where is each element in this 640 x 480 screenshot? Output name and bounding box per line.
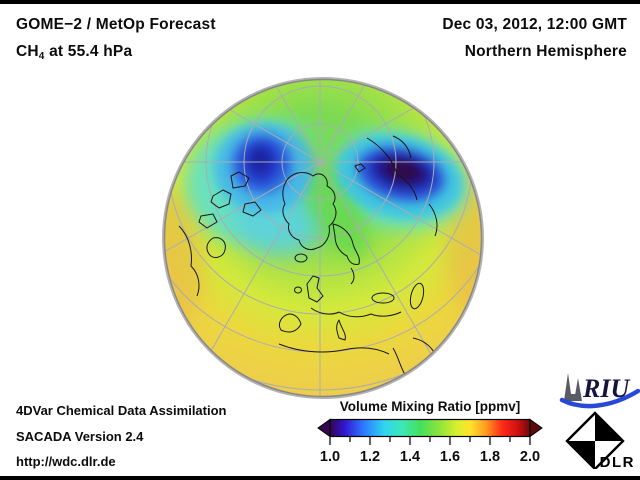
hemisphere-label: Northern Hemisphere <box>464 43 627 60</box>
globe-outer-rim <box>162 77 484 399</box>
colorbar-ticks <box>329 437 531 445</box>
header-right: Dec 03, 2012, 12:00 GMT Northern Hemisph… <box>442 11 627 65</box>
dlr-wordmark: DLR <box>599 454 635 471</box>
colorbar-gradient <box>329 418 531 438</box>
tick-label: 1.8 <box>479 449 501 465</box>
ch4-minimum-canada <box>214 123 314 213</box>
bottom-frame-bar <box>0 476 640 480</box>
cathedral-icon <box>564 373 582 401</box>
dlr-logo: DLR <box>565 411 637 473</box>
assimilation-label: 4DVar Chemical Data Assimilation <box>16 403 227 418</box>
colorbar-legend: Volume Mixing Ratio [ppmv] <box>316 399 544 467</box>
datetime-label: Dec 03, 2012, 12:00 GMT <box>442 16 627 33</box>
globe-visualization <box>161 76 485 400</box>
version-label: SACADA Version 2.4 <box>16 428 144 444</box>
footer-credits: 4DVar Chemical Data Assimilation SACADA … <box>16 398 227 475</box>
colorbar-svg <box>317 418 543 445</box>
riu-logo: RIU <box>558 370 640 410</box>
colorbar-right-arrow <box>529 418 543 438</box>
page-title: GOME−2 / MetOp Forecast <box>16 16 216 33</box>
coastlines <box>178 135 438 379</box>
tick-label: 1.2 <box>359 449 381 465</box>
top-frame-bar <box>0 0 640 4</box>
tick-label: 1.4 <box>399 449 421 465</box>
colorbar-left-arrow <box>317 418 331 438</box>
globe-data-anomalies <box>164 120 482 331</box>
header-left: GOME−2 / MetOp Forecast CH4 at 55.4 hPa <box>16 11 216 70</box>
species-level-subtitle: CH4 at 55.4 hPa <box>16 43 133 62</box>
wdc-url: http://wdc.dlr.de <box>16 454 116 469</box>
tick-label: 1.6 <box>439 449 461 465</box>
formula-subscript: 4 <box>38 51 45 62</box>
riu-wordmark: RIU <box>582 374 630 403</box>
colorbar-tick-labels: 1.0 1.2 1.4 1.6 1.8 2.0 <box>316 449 544 467</box>
riu-swoosh <box>559 388 640 409</box>
colorbar-title: Volume Mixing Ratio [ppmv] <box>339 399 521 414</box>
globe-rim <box>163 78 483 398</box>
tick-label: 2.0 <box>519 449 541 465</box>
ch4-minimum-siberia <box>335 134 463 220</box>
globe-svg <box>162 77 484 399</box>
tick-label: 1.0 <box>319 449 341 465</box>
